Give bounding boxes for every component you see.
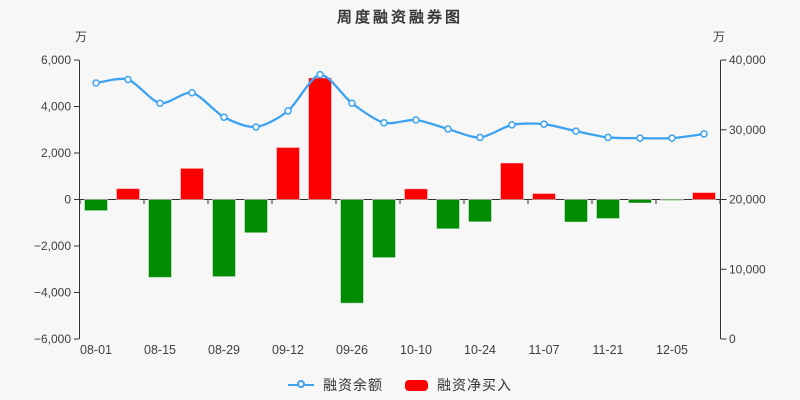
- line-point-08-08[interactable]: [124, 75, 132, 84]
- line-point-08-15[interactable]: [156, 99, 164, 107]
- line-point-11-28[interactable]: [636, 134, 644, 142]
- x-axis-tick-label: 08-15: [144, 343, 176, 357]
- bar-series-marker-icon: [405, 379, 428, 391]
- x-axis-tick-label: 09-26: [336, 343, 368, 357]
- bar-09-26[interactable]: [340, 199, 364, 304]
- x-axis-tick-label: 08-01: [80, 343, 112, 357]
- line-point-10-17[interactable]: [444, 125, 452, 133]
- x-axis-tick-label: 11-07: [528, 343, 559, 357]
- x-axis-tick-label: 12-05: [656, 343, 688, 357]
- line-point-08-01[interactable]: [92, 79, 100, 87]
- bar-08-29[interactable]: [212, 199, 236, 278]
- line-point-09-26[interactable]: [348, 99, 356, 107]
- line-point-10-10[interactable]: [412, 116, 420, 124]
- x-axis-tick-label: 11-21: [592, 343, 623, 357]
- legend-label-net-buy: 融资净买入: [437, 377, 512, 393]
- bar-08-22[interactable]: [180, 167, 204, 201]
- legend-label-financing-balance: 融资余额: [323, 377, 383, 393]
- line-point-10-31[interactable]: [508, 121, 516, 129]
- line-point-08-22[interactable]: [188, 89, 196, 97]
- bar-11-28[interactable]: [628, 199, 652, 204]
- bar-11-21[interactable]: [596, 199, 620, 220]
- right-axis-tick-label: 0: [729, 332, 736, 346]
- line-point-09-12[interactable]: [284, 107, 292, 115]
- bar-11-14[interactable]: [564, 199, 588, 223]
- line-point-11-21[interactable]: [604, 133, 612, 142]
- line-point-11-14[interactable]: [572, 127, 580, 135]
- bar-10-31[interactable]: [500, 162, 524, 200]
- line-point-11-07[interactable]: [540, 120, 548, 128]
- bar-10-24[interactable]: [468, 199, 492, 223]
- bar-08-08[interactable]: [116, 188, 140, 200]
- bar-12-12[interactable]: [692, 192, 716, 200]
- right-axis-tick-label: 30,000: [729, 123, 766, 137]
- x-axis-tick-label: 10-24: [464, 343, 496, 357]
- x-axis-tick-label: 09-12: [272, 343, 304, 357]
- left-axis-tick-label: 4,000: [41, 100, 71, 114]
- line-point-09-19[interactable]: [316, 70, 324, 79]
- left-axis-tick-label: 2,000: [41, 146, 71, 160]
- bar-09-19[interactable]: [308, 77, 332, 200]
- bar-11-07[interactable]: [532, 192, 556, 201]
- left-axis-tick-label: −6,000: [34, 332, 71, 346]
- line-point-10-24[interactable]: [476, 133, 484, 142]
- chart-title: 周度融资融券图: [336, 9, 463, 26]
- line-point-10-03[interactable]: [380, 119, 388, 127]
- bar-08-15[interactable]: [148, 199, 172, 278]
- right-axis-tick-label: 40,000: [729, 53, 766, 67]
- bar-08-01[interactable]: [84, 199, 108, 212]
- bar-12-05[interactable]: [660, 199, 684, 201]
- line-point-12-12[interactable]: [700, 130, 708, 138]
- left-axis-tick-label: −4,000: [34, 286, 71, 300]
- x-axis-tick-label: 08-29: [208, 343, 240, 357]
- left-axis-unit: 万: [74, 30, 87, 44]
- legend-item-net-buy[interactable]: 融资净买入: [405, 375, 512, 395]
- bar-10-03[interactable]: [372, 199, 396, 259]
- left-axis-tick-label: −2,000: [34, 239, 71, 253]
- legend-item-financing-balance[interactable]: 融资余额: [288, 375, 383, 395]
- bar-10-17[interactable]: [436, 199, 460, 230]
- right-axis-tick-label: 20,000: [729, 193, 766, 207]
- right-axis-tick-label: 10,000: [729, 262, 766, 276]
- line-series-marker-icon: [288, 380, 314, 388]
- bar-09-12[interactable]: [276, 146, 300, 200]
- bar-10-10[interactable]: [404, 188, 428, 200]
- bar-09-05[interactable]: [244, 199, 268, 234]
- x-axis-tick-label: 10-10: [400, 343, 432, 357]
- left-axis-tick-label: 6,000: [41, 53, 71, 67]
- line-point-09-05[interactable]: [252, 123, 260, 131]
- line-point-08-29[interactable]: [220, 113, 228, 121]
- financing-balance-line: [94, 73, 706, 140]
- line-point-12-05[interactable]: [668, 134, 676, 142]
- right-axis-unit: 万: [712, 30, 725, 44]
- legend: 融资余额 融资净买入: [0, 374, 800, 396]
- left-axis-tick-label: 0: [64, 193, 71, 207]
- line-series-dot-icon: [297, 380, 305, 388]
